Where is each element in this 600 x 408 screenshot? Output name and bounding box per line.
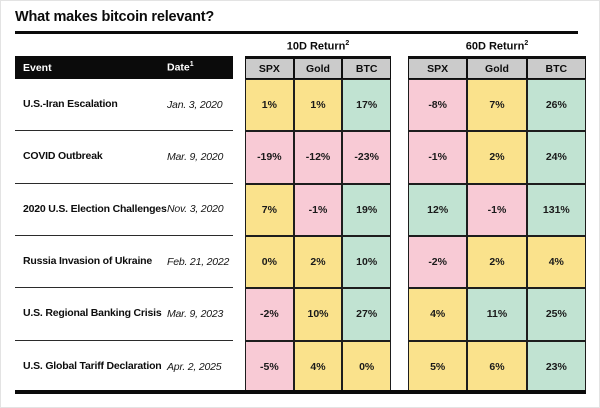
event-date-rows: U.S.-Iran Escalation Jan. 3, 2020 COVID … xyxy=(15,79,233,393)
column-headers-60d: SPX Gold BTC xyxy=(408,56,586,79)
table-row: U.S.-Iran Escalation Jan. 3, 2020 xyxy=(15,79,233,132)
group-header-10d-text: 10D Return xyxy=(286,40,346,53)
column-header-btc: BTC xyxy=(526,59,586,79)
return-cell: 2% xyxy=(467,131,527,184)
footnote-marker: 2 xyxy=(524,40,529,47)
return-cell: 4% xyxy=(293,340,343,393)
table-bottom-rule xyxy=(15,390,586,394)
return-cell: -1% xyxy=(467,183,527,236)
return-cell: -5% xyxy=(245,340,294,393)
return-cell: 4% xyxy=(408,288,468,341)
return-cell: -1% xyxy=(408,131,468,184)
returns-group-60d: SPX Gold BTC -8% 7% 26% -1% 2% 24% 12% -… xyxy=(408,56,586,393)
event-label: U.S. Global Tariff Declaration xyxy=(23,360,162,373)
return-cell: 4% xyxy=(526,235,586,289)
return-cell: 10% xyxy=(342,235,391,289)
return-cell: 17% xyxy=(342,79,391,132)
date-column-header-text: Date xyxy=(167,61,190,74)
return-cell: -19% xyxy=(245,131,294,184)
return-cell: 26% xyxy=(526,79,586,132)
return-cell: 25% xyxy=(526,288,586,341)
return-cell: 27% xyxy=(342,288,391,341)
return-cell: 11% xyxy=(467,288,527,341)
return-cell: 24% xyxy=(526,131,586,184)
date-column-header: Date1 xyxy=(167,61,194,74)
return-cell: 2% xyxy=(293,235,343,289)
event-date: Feb. 21, 2022 xyxy=(167,255,230,268)
table-row: U.S. Global Tariff Declaration Apr. 2, 2… xyxy=(15,341,233,393)
return-cell: 6% xyxy=(467,340,527,393)
return-cell: -8% xyxy=(408,79,468,132)
event-label: U.S.-Iran Escalation xyxy=(23,98,118,111)
event-date-header-bar: Event Date1 xyxy=(15,56,233,79)
event-date: Jan. 3, 2020 xyxy=(167,98,223,111)
event-date: Mar. 9, 2020 xyxy=(167,150,224,163)
event-label: 2020 U.S. Election Challenges xyxy=(23,202,167,215)
returns-grid-60d: -8% 7% 26% -1% 2% 24% 12% -1% 131% -2% 2… xyxy=(408,79,586,393)
event-date: Mar. 9, 2023 xyxy=(167,307,224,320)
column-headers-10d: SPX Gold BTC xyxy=(245,56,391,79)
returns-grid-10d: 1% 1% 17% -19% -12% -23% 7% -1% 19% 0% 2… xyxy=(245,79,391,393)
event-label: COVID Outbreak xyxy=(23,150,103,163)
page-title: What makes bitcoin relevant? xyxy=(15,9,215,25)
return-cell: 19% xyxy=(342,183,391,236)
event-column-header: Event xyxy=(23,61,52,74)
return-cell: 7% xyxy=(245,183,294,236)
column-header-btc: BTC xyxy=(342,59,391,79)
return-cell: -1% xyxy=(293,183,343,236)
return-cell: -2% xyxy=(408,235,468,289)
column-header-spx: SPX xyxy=(408,59,468,79)
returns-group-10d: SPX Gold BTC 1% 1% 17% -19% -12% -23% 7%… xyxy=(245,56,391,393)
table-row: COVID Outbreak Mar. 9, 2020 xyxy=(15,131,233,184)
return-cell: 7% xyxy=(467,79,527,132)
return-cell: -2% xyxy=(245,288,294,341)
group-header-60d-text: 60D Return xyxy=(465,40,525,53)
return-cell: 0% xyxy=(342,340,391,393)
table-row: U.S. Regional Banking Crisis Mar. 9, 202… xyxy=(15,288,233,341)
return-cell: 5% xyxy=(408,340,468,393)
group-header-10d: 10D Return2 xyxy=(245,40,391,53)
column-header-gold: Gold xyxy=(293,59,343,79)
return-cell: 1% xyxy=(293,79,343,132)
table-row: 2020 U.S. Election Challenges Nov. 3, 20… xyxy=(15,184,233,236)
event-date: Nov. 3, 2020 xyxy=(167,203,224,216)
event-label: U.S. Regional Banking Crisis xyxy=(23,307,162,320)
footnote-marker: 2 xyxy=(345,40,350,47)
return-cell: 131% xyxy=(526,183,586,236)
return-cell: -12% xyxy=(293,131,343,184)
event-date: Apr. 2, 2025 xyxy=(167,360,222,373)
return-cell: -23% xyxy=(342,131,391,184)
column-header-gold: Gold xyxy=(467,59,527,79)
return-cell: 23% xyxy=(526,340,586,393)
return-cell: 0% xyxy=(245,235,294,289)
table-row: Russia Invasion of Ukraine Feb. 21, 2022 xyxy=(15,236,233,289)
footnote-marker: 1 xyxy=(189,61,194,69)
column-header-spx: SPX xyxy=(245,59,294,79)
return-cell: 10% xyxy=(293,288,343,341)
return-cell: 12% xyxy=(408,183,468,236)
return-cell: 2% xyxy=(467,235,527,289)
group-header-60d: 60D Return2 xyxy=(408,40,586,53)
event-label: Russia Invasion of Ukraine xyxy=(23,255,153,268)
title-underline xyxy=(15,31,578,34)
return-cell: 1% xyxy=(245,79,294,132)
